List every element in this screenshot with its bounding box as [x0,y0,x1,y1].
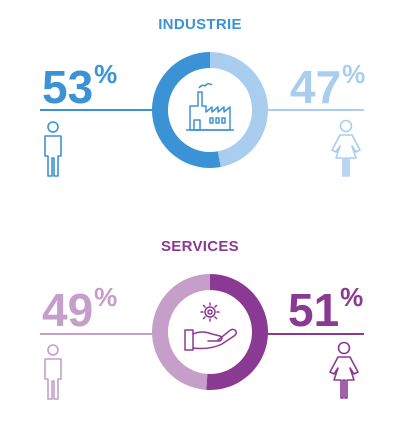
services-section: SERVICES 49% 51% [0,225,400,425]
industrie-donut [152,52,268,168]
services-women-line [258,333,364,335]
industrie-men-value: 53 [42,61,94,113]
services-women-percent: 51% [288,284,363,336]
industrie-men-unit: % [94,59,118,89]
industrie-men-line [40,109,160,111]
woman-icon [329,341,359,399]
industrie-women-value: 47 [290,61,342,113]
woman-icon [331,119,361,177]
hand-gear-icon [184,302,238,351]
services-men-slice [152,274,211,390]
services-women-slice [206,274,268,390]
services-men-line [40,333,160,335]
industrie-men-percent: 53% [42,61,117,113]
man-icon [44,344,62,400]
services-title: SERVICES [161,238,239,255]
industrie-men-slice [152,52,221,168]
services-men-unit: % [94,282,118,312]
industrie-women-percent: 47% [290,61,365,113]
services-women-value: 51 [288,284,340,336]
man-icon [44,121,62,177]
industrie-title: INDUSTRIE [158,16,242,33]
services-men-percent: 49% [42,284,117,336]
services-women-unit: % [340,282,364,312]
services-donut [152,274,268,390]
industrie-women-slice [209,52,268,167]
factory-icon [186,82,234,131]
industrie-women-unit: % [342,59,366,89]
industrie-women-line [258,109,364,111]
industrie-section: INDUSTRIE 53% 47% [0,0,400,200]
services-men-value: 49 [42,284,94,336]
